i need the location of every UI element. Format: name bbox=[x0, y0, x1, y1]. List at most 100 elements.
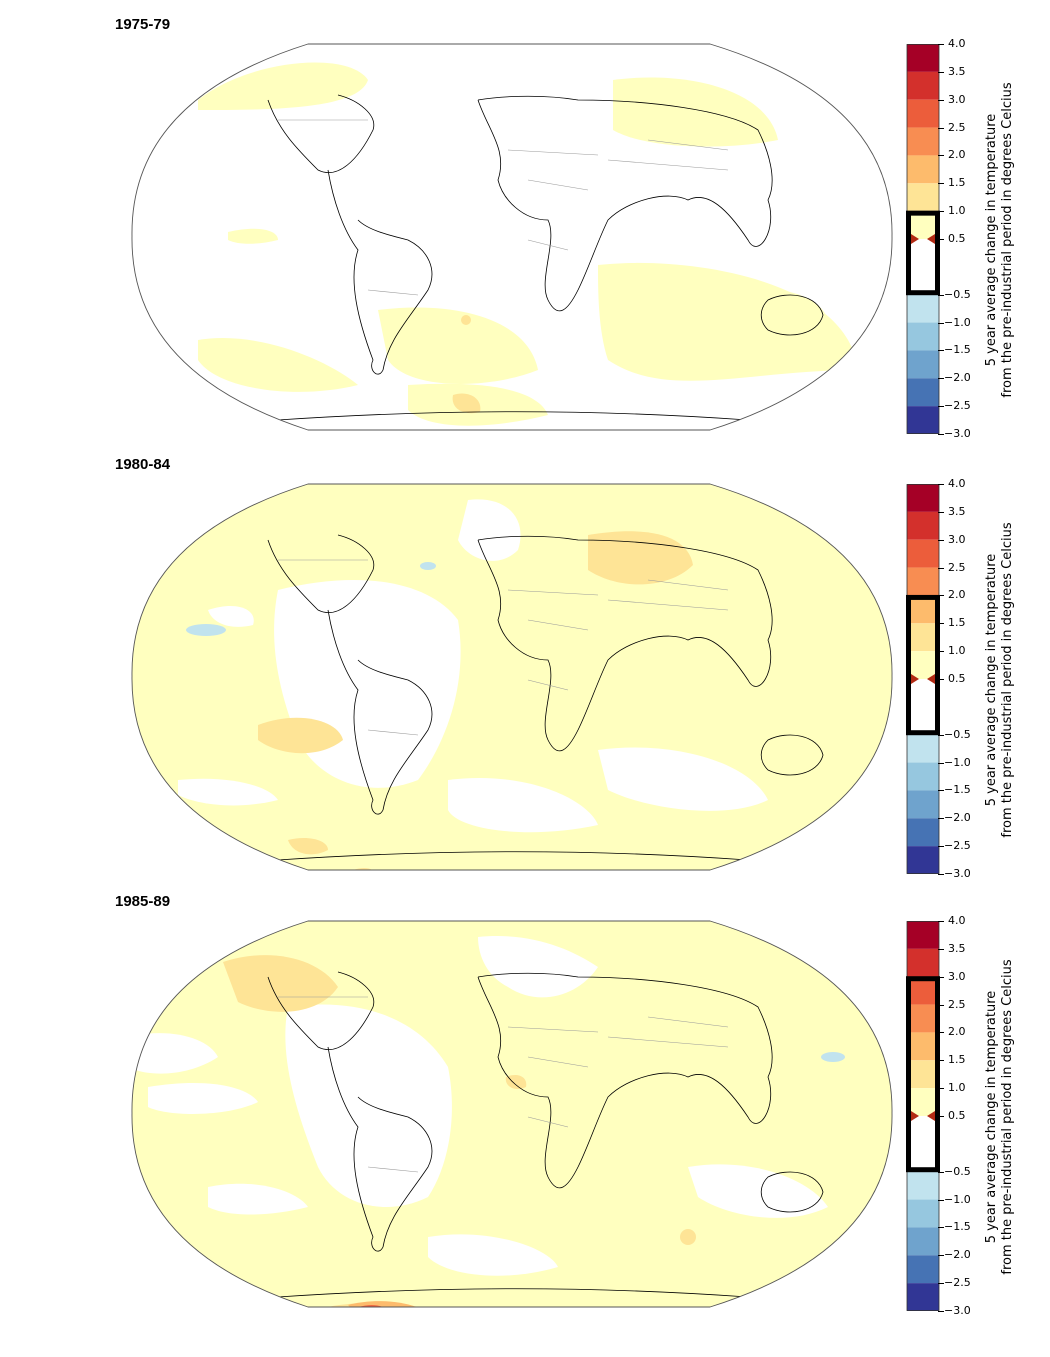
colorbar-tick-label: −3.0 bbox=[944, 867, 971, 880]
map-outline bbox=[131, 483, 893, 871]
colorbar-tick bbox=[938, 294, 944, 296]
colorbar-band bbox=[907, 378, 939, 407]
colorbar-tick bbox=[938, 651, 944, 653]
colorbar-tick bbox=[938, 1171, 944, 1173]
colorbar-tick bbox=[938, 976, 944, 978]
colorbar-band bbox=[907, 127, 939, 156]
colorbar-tick bbox=[938, 818, 944, 820]
colorbar-tick-label: 2.0 bbox=[948, 588, 966, 602]
colorbar-tick bbox=[938, 155, 944, 157]
colorbar-band bbox=[907, 790, 939, 819]
colorbar-tick-label: 2.5 bbox=[948, 120, 966, 134]
colorbar-tick-label: 1.5 bbox=[948, 176, 966, 190]
colorbar-tick-label: 3.5 bbox=[948, 504, 966, 518]
colorbar-caption-line2: from the pre-industrial period in degree… bbox=[1000, 522, 1015, 838]
colorbar-band bbox=[907, 818, 939, 847]
colorbar-tick-label: −1.5 bbox=[944, 343, 971, 357]
colorbar-range-highlight bbox=[906, 976, 940, 1173]
colorbar-tick-label: −2.0 bbox=[944, 1248, 971, 1262]
world-map bbox=[131, 43, 893, 431]
colorbar-band bbox=[907, 1171, 939, 1200]
colorbar-ticks: 4.0 3.5 3.0 2.5 2.0 1.5 1.0 0.5 −0.5 −1.0 −1.5 −2.0… bbox=[0, 38, 1050, 440]
colorbar-tick bbox=[938, 762, 944, 764]
colorbar-tick bbox=[938, 71, 944, 73]
colorbar-tick bbox=[938, 99, 944, 101]
colorbar-caption: 5 year average change in temperature fro… bbox=[984, 922, 1016, 1312]
panel-title: 1985-89 bbox=[115, 893, 171, 910]
borders bbox=[278, 559, 729, 736]
colorbar-tick-label: −2.5 bbox=[944, 1276, 971, 1290]
colorbar-tick-label: 1.5 bbox=[948, 616, 966, 630]
colorbar-tick-label: −0.5 bbox=[944, 287, 971, 301]
colorbar-tick-label: 2.5 bbox=[948, 997, 966, 1011]
colorbar-tick bbox=[938, 595, 944, 597]
colorbar-tick bbox=[938, 734, 944, 736]
colorbar-band bbox=[907, 921, 939, 949]
colorbar-tick bbox=[938, 679, 944, 680]
colorbar-band bbox=[907, 846, 939, 874]
colorbar-caption-line2: from the pre-industrial period in degree… bbox=[1000, 82, 1015, 398]
panel-title: 1980-84 bbox=[115, 456, 171, 473]
borders bbox=[278, 119, 729, 296]
colorbar-tick bbox=[938, 1116, 944, 1117]
colorbar-tick bbox=[938, 1004, 944, 1006]
colorbar-band bbox=[907, 1199, 939, 1228]
colorbar-band bbox=[907, 183, 939, 212]
colorbar-band bbox=[907, 155, 939, 184]
colorbar-tick bbox=[938, 127, 944, 129]
map-outline bbox=[131, 920, 893, 1308]
world-map bbox=[131, 920, 893, 1308]
anomaly-fill bbox=[198, 62, 858, 426]
borders bbox=[278, 996, 729, 1173]
colorbar-tick bbox=[938, 1311, 944, 1312]
colorbar-caption-line1: 5 year average change in temperature bbox=[984, 990, 999, 1244]
colorbar-caption-line1: 5 year average change in temperature bbox=[984, 553, 999, 807]
colorbar-tick-label: 1.0 bbox=[948, 644, 966, 658]
colorbar-tick-label: −1.0 bbox=[944, 315, 971, 329]
colorbar-range-highlight bbox=[906, 210, 940, 296]
colorbar-tick-label: 3.5 bbox=[948, 64, 966, 78]
world-map bbox=[131, 483, 893, 871]
colorbar-tick bbox=[938, 567, 944, 569]
colorbar-tick-label: 3.0 bbox=[948, 969, 966, 983]
colorbar bbox=[906, 44, 940, 439]
colorbar-tick-label: 0.5 bbox=[948, 232, 966, 245]
panel-1985-89: 1985-89 bbox=[0, 877, 1050, 1317]
colorbar-tick-label: 0.5 bbox=[948, 672, 966, 685]
colorbar-tick-label: −1.5 bbox=[944, 1220, 971, 1234]
colorbar-tick-label: 4.0 bbox=[948, 914, 966, 927]
colorbar-band bbox=[907, 1088, 939, 1116]
colorbar-tick-label: 1.0 bbox=[948, 204, 966, 218]
colorbar-band bbox=[907, 1116, 939, 1172]
colorbar-band bbox=[907, 1227, 939, 1256]
colorbar-tick bbox=[938, 1088, 944, 1090]
colorbar-band bbox=[907, 99, 939, 128]
colorbar-caption-line2: from the pre-industrial period in degree… bbox=[1000, 959, 1015, 1275]
coastlines bbox=[267, 94, 824, 421]
panel-title: 1975-79 bbox=[115, 16, 171, 33]
colorbar-tick-label: −2.5 bbox=[944, 839, 971, 853]
anomaly-cold bbox=[186, 562, 436, 636]
colorbar-tick bbox=[938, 44, 944, 45]
colorbar-marker-left bbox=[911, 234, 919, 244]
colorbar-band bbox=[907, 567, 939, 596]
colorbar-band bbox=[907, 948, 939, 977]
colorbar-tick bbox=[938, 539, 944, 541]
colorbar-tick bbox=[938, 1032, 944, 1034]
colorbar-tick-label: 1.5 bbox=[948, 1053, 966, 1067]
anomaly-cold bbox=[821, 1052, 845, 1062]
colorbar-tick bbox=[938, 378, 944, 380]
anomaly-warm bbox=[258, 531, 693, 870]
colorbar-band bbox=[907, 211, 939, 239]
colorbar-tick bbox=[938, 1255, 944, 1257]
colorbar-tick-label: −0.5 bbox=[944, 1164, 971, 1178]
colorbar-tick bbox=[938, 874, 944, 875]
colorbar-band bbox=[907, 294, 939, 323]
colorbar-tick bbox=[938, 511, 944, 513]
colorbar-tick bbox=[938, 239, 944, 240]
colorbar-bands bbox=[906, 44, 940, 434]
colorbar-band bbox=[907, 406, 939, 434]
colorbar-tick bbox=[938, 623, 944, 625]
colorbar-marker-right bbox=[927, 674, 935, 684]
colorbar-band bbox=[907, 350, 939, 379]
